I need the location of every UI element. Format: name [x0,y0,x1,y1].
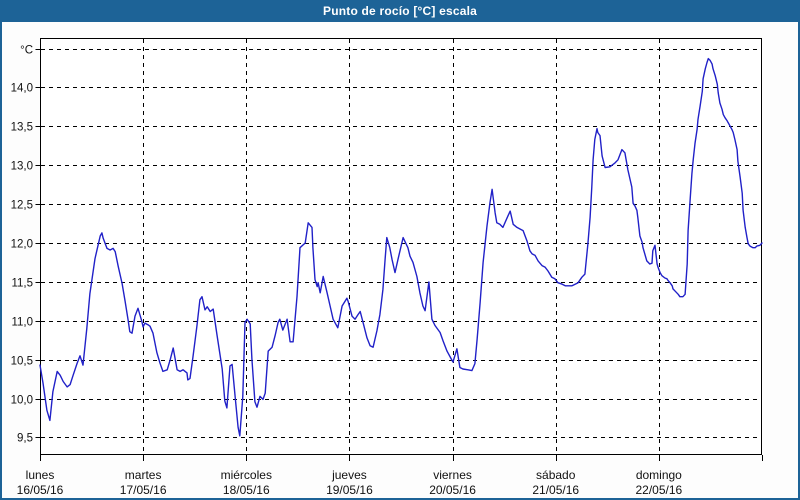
x-axis-day-label: martes [125,468,162,482]
x-axis-day-label: domingo [636,468,682,482]
x-axis-day-label: jueves [331,468,367,482]
y-axis-label: 14,0 [11,83,33,95]
y-axis-label: 11,0 [11,317,33,329]
y-axis-label: °C [20,45,33,57]
x-axis-day-label: miércoles [221,468,272,482]
y-axis-label: 10,5 [11,356,33,368]
x-axis-date-label: 16/05/16 [17,483,64,497]
y-axis-label: 11,5 [11,278,33,290]
x-axis-day-label: lunes [26,468,55,482]
x-axis-day-label: sábado [536,468,576,482]
x-axis-date-label: 17/05/16 [120,483,167,497]
dew-point-series [39,57,763,437]
x-axis-date-label: 22/05/16 [635,483,682,497]
y-axis-label: 12,5 [11,200,33,212]
plot-border [40,38,762,455]
x-axis-date-label: 19/05/16 [326,483,373,497]
y-axis-label: 12,0 [11,239,33,251]
gridlines [35,39,763,461]
title-bar: Punto de rocío [°C] escala [0,0,800,22]
y-axis-label: 13,0 [11,161,33,173]
x-axis-date-label: 20/05/16 [429,483,476,497]
chart-title: Punto de rocío [°C] escala [322,4,478,18]
x-axis-day-label: viernes [433,468,472,482]
y-axis-label: 9,5 [17,433,33,445]
x-axis-date-label: 21/05/16 [532,483,579,497]
y-axis-label: 13,5 [11,122,33,134]
y-axis-label: 10,0 [11,395,33,407]
x-axis-date-label: 18/05/16 [223,483,270,497]
